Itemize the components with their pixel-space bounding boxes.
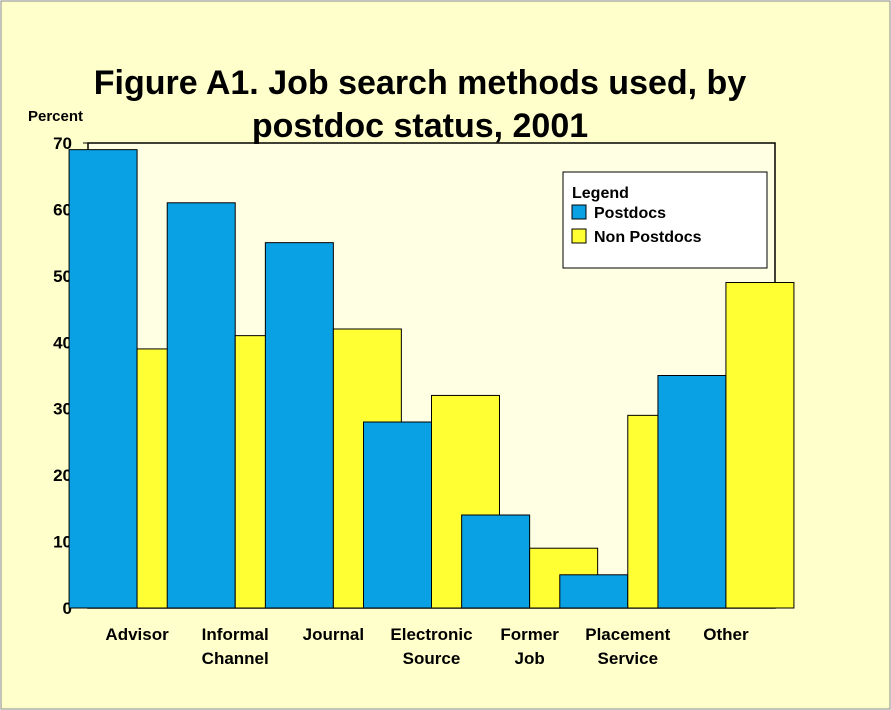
x-tick-label: Placement Service [585,625,670,668]
y-tick-label: 70 [53,134,72,153]
bar [264,242,334,609]
y-tick-label: 10 [53,533,72,552]
bar [166,202,236,609]
legend-label: Non Postdocs [594,229,702,246]
x-tick-label: Journal [303,625,364,644]
bar [68,149,138,609]
bar [559,574,629,609]
bar [363,421,432,609]
y-tick-label: 0 [63,599,72,618]
bar [461,514,531,609]
bar [725,282,795,609]
x-tick-label: Electronic Source [390,625,472,668]
legend-box [562,171,768,269]
y-tick-label: 60 [53,200,72,219]
chart-title: postdoc status, 2001 [252,107,588,145]
x-tick-label: Advisor [105,625,169,644]
y-tick-label: 20 [53,466,72,485]
x-tick-label: Informal Channel [202,625,269,668]
x-tick-label: Former Job [500,625,559,668]
y-tick-label: 50 [53,267,72,286]
legend-title: Legend [572,185,629,202]
legend-label: Postdocs [594,205,666,222]
legend-swatch [571,204,587,220]
y-tick-label: 40 [53,333,72,352]
chart-title: Figure A1. Job search methods used, by [94,64,747,102]
legend-swatch [571,228,587,244]
y-tick-label: 30 [53,400,72,419]
x-tick-label: Other [703,625,749,644]
bar [657,375,727,609]
y-axis-label: Percent [28,108,83,125]
